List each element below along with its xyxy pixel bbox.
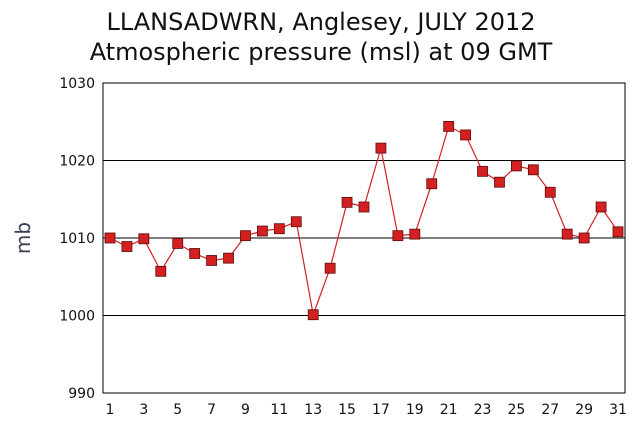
x-tick-label: 13	[304, 402, 322, 418]
x-tick-label: 9	[241, 402, 250, 418]
data-point	[375, 142, 387, 154]
x-tick-label: 29	[575, 402, 593, 418]
data-point	[155, 265, 167, 277]
data-point	[172, 238, 184, 249]
data-point	[256, 225, 268, 237]
data-point	[189, 248, 201, 259]
x-tick-label: 3	[139, 402, 148, 418]
data-point	[612, 226, 624, 238]
y-tick-label: 1030	[59, 76, 95, 92]
data-point	[121, 241, 133, 252]
data-point	[426, 178, 438, 190]
x-tick-label: 17	[372, 402, 390, 418]
data-point	[273, 223, 285, 235]
chart-title: LLANSADWRN, Anglesey, JULY 2012	[106, 8, 536, 36]
x-tick-label: 15	[338, 402, 356, 418]
y-tick-label: 1010	[59, 231, 95, 247]
data-point	[595, 201, 607, 213]
x-tick-label: 5	[173, 402, 182, 418]
data-point	[578, 232, 590, 244]
data-point	[138, 233, 150, 245]
x-tick-label: 21	[440, 402, 458, 418]
chart-subtitle: Atmospheric pressure (msl) at 09 GMT	[89, 38, 553, 66]
data-point	[443, 121, 455, 132]
data-point	[324, 262, 336, 274]
x-tick-label: 7	[207, 402, 216, 418]
y-tick-label: 1020	[59, 154, 95, 170]
plot-area-frame	[102, 82, 626, 394]
x-axis-ticks: 1 3 5 7 9 11 13 15 17 19 21 23 25 27 29 31	[106, 402, 627, 418]
x-tick-label: 19	[406, 402, 424, 418]
y-tick-label: 1000	[59, 309, 95, 325]
data-point	[104, 232, 116, 244]
y-tick-label: 990	[68, 386, 95, 402]
data-point	[392, 230, 404, 242]
pressure-line	[109, 125, 619, 317]
data-point	[290, 216, 302, 228]
data-point	[206, 255, 218, 266]
data-point	[477, 165, 488, 177]
data-markers	[104, 121, 624, 321]
grid-lines	[103, 160, 625, 316]
x-tick-label: 31	[609, 402, 627, 418]
data-point	[307, 309, 319, 321]
x-tick-label: 1	[106, 402, 115, 418]
data-point	[527, 164, 539, 176]
data-point	[460, 129, 472, 141]
data-point	[544, 186, 556, 198]
data-point	[358, 201, 370, 213]
data-point	[341, 196, 353, 208]
y-axis-ticks: 990 1000 1010 1020 1030	[59, 76, 95, 402]
data-point	[223, 252, 234, 264]
data-point	[561, 228, 573, 240]
x-tick-label: 25	[507, 402, 525, 418]
x-tick-label: 27	[541, 402, 559, 418]
x-tick-label: 23	[474, 402, 492, 418]
data-point	[240, 230, 251, 242]
y-axis-label: mb	[11, 222, 35, 254]
data-point	[494, 176, 505, 188]
data-point	[510, 160, 522, 172]
x-tick-label: 11	[270, 402, 288, 418]
data-point	[409, 228, 421, 240]
